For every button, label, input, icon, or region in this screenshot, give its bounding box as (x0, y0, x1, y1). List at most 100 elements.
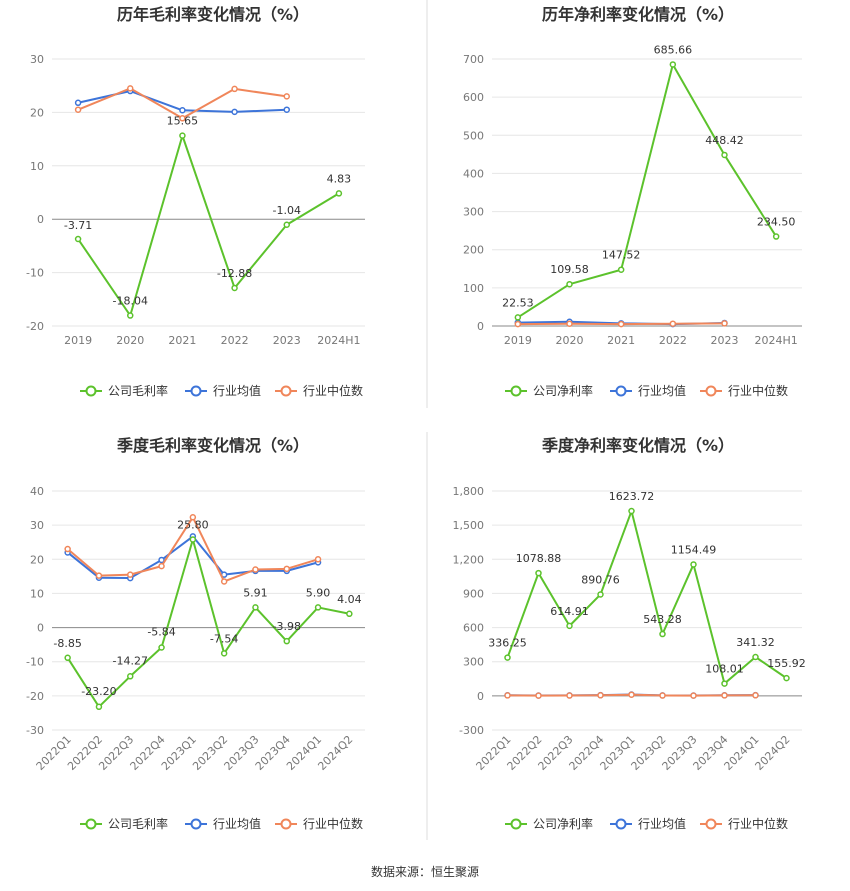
x-tick-label: 2021 (168, 334, 196, 347)
y-tick-label: -20 (26, 690, 44, 703)
data-point (179, 132, 186, 139)
legend-label: 行业均值 (638, 816, 686, 831)
legend-label: 公司毛利率 (108, 383, 168, 398)
series-line (517, 63, 778, 319)
data-label: 1078.88 (516, 552, 562, 565)
x-tick-label: 2024H1 (317, 334, 360, 347)
x-tick-label: 2023 (273, 334, 301, 347)
data-label: 5.91 (243, 586, 268, 599)
y-tick-label: 0 (477, 320, 484, 333)
legend-swatch-marker (615, 818, 627, 830)
y-tick-label: 300 (463, 656, 484, 669)
y-tick-label: 1,800 (453, 485, 485, 498)
x-tick-label: 2021 (607, 334, 635, 347)
y-tick-label: 10 (30, 160, 44, 173)
data-point (158, 562, 165, 570)
data-point (95, 572, 103, 579)
data-point (752, 692, 759, 699)
legend-label: 行业均值 (213, 816, 261, 831)
data-point (252, 566, 259, 573)
data-point (721, 680, 728, 687)
data-label: 341.32 (736, 636, 775, 649)
y-tick-label: 1,500 (453, 519, 485, 532)
data-label: 109.58 (550, 263, 589, 276)
data-point (231, 284, 238, 292)
data-point (566, 692, 573, 699)
data-point (64, 654, 71, 662)
data-point (314, 604, 322, 611)
x-tick-label: 2022 (659, 334, 687, 347)
data-point (283, 221, 290, 229)
data-label: 685.66 (654, 43, 693, 56)
data-point (669, 320, 677, 327)
data-point (504, 692, 511, 699)
legend-label: 行业中位数 (728, 816, 788, 831)
data-label: -3.98 (273, 620, 301, 633)
data-point (597, 692, 604, 699)
legend-label: 行业均值 (213, 383, 261, 398)
data-point (158, 644, 165, 651)
y-tick-label: 10 (30, 587, 44, 600)
data-label: -1.04 (273, 204, 301, 217)
legend-swatch-marker (190, 385, 202, 397)
legend-swatch-marker (190, 818, 202, 830)
annual-gross-margin-chart: 历年毛利率变化情况（%） -20 -10 0 10 20 30 2019 2020 2021 202… (26, 5, 365, 398)
data-point (231, 85, 238, 93)
data-label: -8.85 (53, 637, 81, 650)
quarterly-gross-margin-chart: 季度毛利率变化情况（%）-30-20-100102030402022Q12022… (26, 436, 365, 831)
data-point (628, 691, 635, 698)
data-point (64, 545, 71, 553)
x-tick-label: 2019 (64, 334, 92, 347)
data-point (514, 320, 522, 328)
data-label: 15.65 (167, 115, 199, 128)
data-label: 234.50 (757, 216, 796, 229)
data-point (231, 108, 238, 116)
y-tick-label: -10 (26, 656, 44, 669)
y-tick-label: 100 (463, 282, 484, 295)
data-point (127, 312, 134, 319)
series-line (77, 134, 340, 317)
data-label: 4.83 (327, 172, 352, 185)
data-point (783, 674, 790, 682)
data-label: -14.27 (113, 654, 148, 667)
y-tick-label: 20 (30, 553, 44, 566)
data-point (74, 235, 82, 243)
chart-title: 历年毛利率变化情况（%） (117, 5, 309, 24)
y-tick-label: 30 (30, 53, 44, 66)
legend-swatch-marker (510, 385, 522, 397)
data-point (158, 556, 165, 564)
data-point (220, 578, 228, 585)
y-tick-label: 900 (463, 587, 484, 600)
source-label: 数据来源：恒生聚源 (371, 864, 479, 879)
data-label: -5.84 (147, 626, 175, 639)
data-point (659, 630, 666, 638)
data-label: 448.42 (705, 134, 744, 147)
data-label: 25.80 (177, 518, 209, 531)
data-point (659, 692, 666, 699)
data-point (283, 106, 290, 113)
data-label: -3.71 (64, 219, 92, 232)
data-label: 108.01 (705, 663, 744, 676)
data-label: 4.04 (337, 593, 362, 606)
y-tick-label: 1,200 (453, 553, 485, 566)
data-label: -18.04 (113, 295, 148, 308)
x-tick-label: 2023 (711, 334, 739, 347)
y-tick-label: -300 (459, 724, 484, 737)
y-tick-label: 20 (30, 106, 44, 119)
data-point (628, 507, 635, 515)
data-point (535, 569, 542, 577)
data-point (127, 85, 134, 92)
data-point (346, 610, 353, 618)
data-point (335, 190, 343, 197)
y-tick-label: 0 (477, 690, 484, 703)
data-label: 1623.72 (609, 490, 655, 503)
y-tick-label: -20 (26, 320, 44, 333)
x-tick-label: 2022 (221, 334, 249, 347)
x-tick-label: 2020 (556, 334, 584, 347)
y-tick-label: 40 (30, 485, 44, 498)
y-tick-label: 700 (463, 53, 484, 66)
legend-swatch-marker (280, 818, 292, 830)
chart-title: 历年净利率变化情况（%） (542, 5, 734, 24)
y-tick-label: -10 (26, 267, 44, 280)
series-line (506, 510, 788, 685)
